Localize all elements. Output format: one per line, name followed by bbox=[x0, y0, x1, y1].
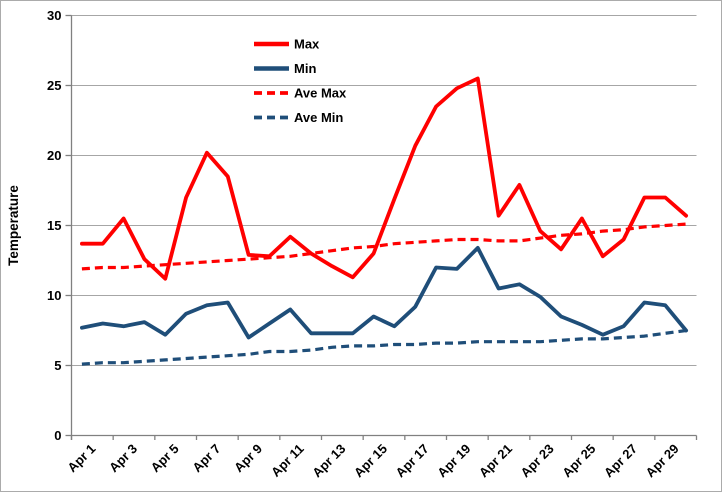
series-line-ave-min bbox=[81, 328, 687, 366]
y-tick-label: 15 bbox=[47, 218, 61, 233]
x-tick-label: Apr 29 bbox=[643, 441, 682, 480]
x-tick-label: Apr 17 bbox=[393, 441, 432, 480]
y-tick-label: 30 bbox=[47, 8, 61, 23]
x-tick-label: Apr 23 bbox=[518, 441, 557, 480]
y-tick-label: 20 bbox=[47, 148, 61, 163]
legend-label-ave-max: Ave Max bbox=[294, 86, 347, 101]
series-line-max bbox=[80, 76, 688, 281]
x-tick-label: Apr 7 bbox=[189, 441, 223, 475]
x-tick-label: Apr 3 bbox=[106, 441, 140, 475]
legend-label-ave-min: Ave Min bbox=[294, 110, 343, 125]
y-tick-label: 25 bbox=[47, 78, 61, 93]
legend-label-min: Min bbox=[294, 61, 316, 76]
x-tick-label: Apr 11 bbox=[268, 441, 307, 480]
x-tick-label: Apr 1 bbox=[64, 441, 98, 475]
y-tick-label: 10 bbox=[47, 288, 61, 303]
series-line-min bbox=[80, 245, 688, 340]
legend-label-max: Max bbox=[294, 37, 320, 52]
x-tick-label: Apr 25 bbox=[559, 441, 598, 480]
y-axis-title: Temperature bbox=[6, 185, 21, 266]
x-tick-label: Apr 27 bbox=[601, 441, 640, 480]
y-tick-label: 5 bbox=[54, 358, 61, 373]
y-tick-label: 0 bbox=[54, 428, 61, 443]
x-tick-label: Apr 15 bbox=[351, 441, 390, 480]
x-tick-label: Apr 5 bbox=[148, 441, 182, 475]
x-tick-label: Apr 21 bbox=[476, 441, 515, 480]
x-tick-label: Apr 19 bbox=[434, 441, 473, 480]
x-tick-label: Apr 9 bbox=[231, 441, 265, 475]
series-line-ave-max bbox=[81, 222, 687, 271]
x-tick-label: Apr 13 bbox=[309, 441, 348, 480]
